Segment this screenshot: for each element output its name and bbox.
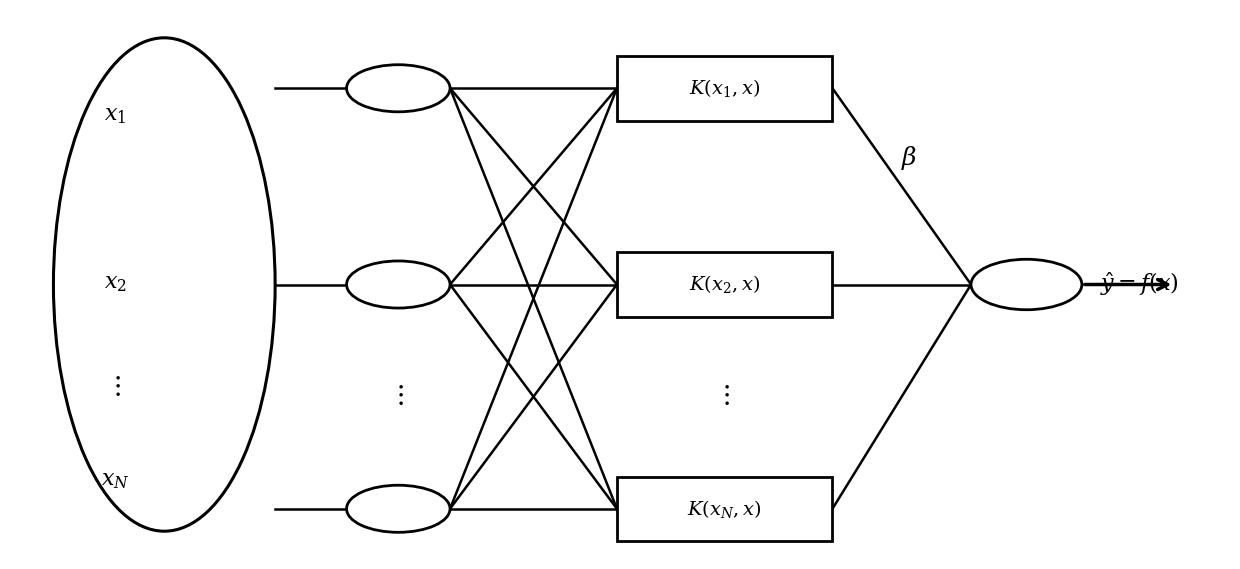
- FancyBboxPatch shape: [618, 476, 832, 541]
- Text: $\beta$: $\beta$: [901, 145, 918, 172]
- Text: $\vdots$: $\vdots$: [393, 380, 404, 408]
- Ellipse shape: [53, 38, 275, 531]
- Text: $K(x_N,x)$: $K(x_N,x)$: [687, 498, 763, 519]
- Text: $x_N$: $x_N$: [100, 471, 129, 490]
- Circle shape: [346, 261, 450, 308]
- Text: $x_2$: $x_2$: [104, 274, 126, 295]
- FancyBboxPatch shape: [618, 252, 832, 317]
- Circle shape: [971, 259, 1081, 310]
- Text: $\vdots$: $\vdots$: [109, 372, 120, 399]
- Text: $\hat{y}=f(x)$: $\hat{y}=f(x)$: [1100, 271, 1179, 298]
- Text: $K(x_1,x)$: $K(x_1,x)$: [689, 77, 760, 99]
- Text: $\vdots$: $\vdots$: [719, 380, 730, 408]
- Circle shape: [346, 65, 450, 112]
- Circle shape: [346, 485, 450, 533]
- Text: $K(x_2,x)$: $K(x_2,x)$: [689, 274, 760, 295]
- Text: $x_1$: $x_1$: [104, 106, 126, 126]
- FancyBboxPatch shape: [618, 56, 832, 121]
